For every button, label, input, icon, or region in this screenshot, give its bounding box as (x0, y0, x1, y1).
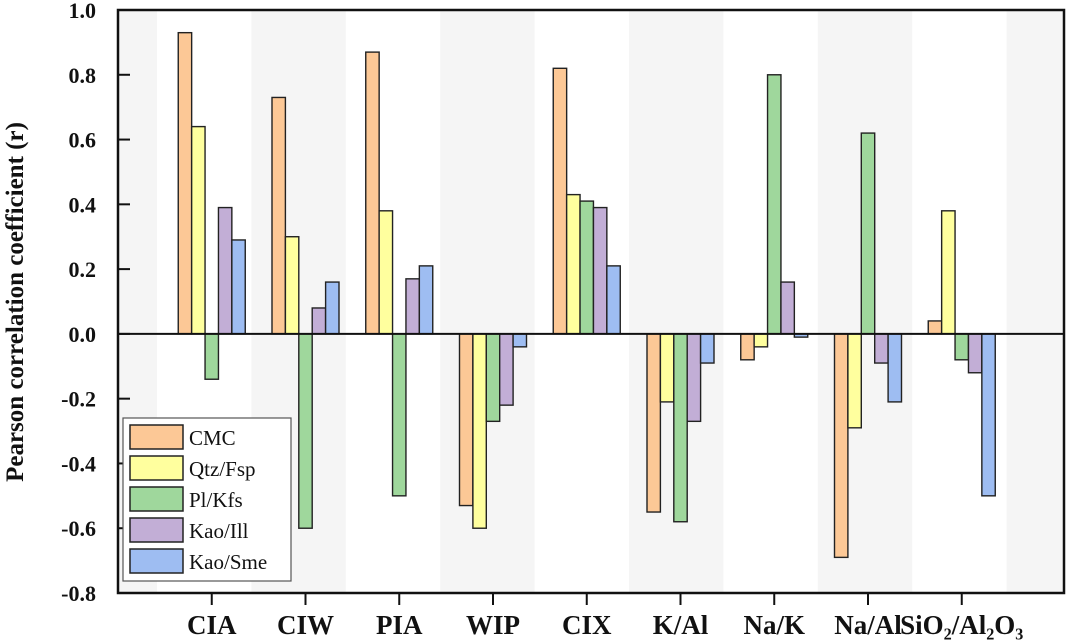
bar-qtz-fsp-cia (190, 125, 206, 335)
y-tick-label: 0.0 (69, 322, 97, 347)
y-tick-label: -0.2 (61, 387, 96, 412)
bar-pl-kfs-sio2-al2o3 (954, 333, 970, 361)
bar-qtz-fsp-cix (565, 193, 581, 335)
bar-kao-sme-wip (512, 333, 528, 348)
bar-kao-sme-na-al (887, 333, 903, 403)
bar-kao-ill-sio2-al2o3 (967, 333, 983, 374)
bar-cmc-sio2-al2o3 (927, 320, 943, 335)
bar-pl-kfs-cia (204, 333, 220, 380)
bar-pl-kfs-wip (485, 333, 501, 423)
plot-frame (116, 8, 1066, 595)
y-axis-label: Pearson correlation coefficient (r) (2, 122, 29, 482)
legend-swatch (129, 424, 184, 450)
bar-pl-kfs-ciw (298, 333, 313, 529)
bar-cmc-wip (458, 333, 474, 507)
bar-pl-kfs-pia (391, 333, 407, 497)
bar-cmc-na-k (740, 333, 755, 361)
bar-kao-sme-sio2-al2o3 (981, 333, 996, 497)
bar-kao-ill-k-al (686, 333, 702, 423)
bar-kao-sme-cia (231, 239, 246, 335)
y-tick-label: 0.2 (69, 257, 97, 282)
bar-qtz-fsp-na-k (753, 333, 769, 348)
legend-label: CMC (189, 426, 236, 450)
x-tick-label: Na/Al (834, 610, 902, 640)
bar-kao-sme-ciw (324, 281, 340, 335)
bar-cmc-na-al (833, 333, 849, 559)
bar-pl-kfs-k-al (673, 333, 688, 523)
legend-swatch (129, 548, 184, 574)
bar-pl-kfs-na-k (766, 74, 782, 335)
x-tick-label: CIX (562, 610, 612, 640)
y-tick-label: 0.4 (69, 192, 97, 217)
legend-label: Kao/Ill (189, 519, 249, 543)
bar-cmc-cia (177, 31, 193, 335)
axes: -0.8 -0.6 -0.4 -0.2 0.0 0.2 0.4 0.6 0.8 1.0 CIA CIW… (61, 0, 1066, 640)
bar-cmc-pia (365, 51, 380, 335)
bar-cmc-ciw (271, 96, 287, 335)
y-tick-label: 1.0 (69, 0, 97, 23)
bar-kao-ill-wip (499, 333, 514, 406)
bar-qtz-fsp-k-al (659, 333, 675, 403)
legend-swatch (129, 455, 184, 481)
x-tick-label: WIP (466, 610, 520, 640)
bar-qtz-fsp-sio2-al2o3 (940, 210, 956, 335)
bar-kao-ill-ciw (311, 307, 327, 335)
legend-swatch (129, 486, 184, 512)
y-tick-label: 0.8 (69, 63, 97, 88)
bar-kao-ill-na-k (780, 281, 796, 335)
background-band (440, 10, 535, 593)
legend-swatch (129, 517, 184, 543)
legend-label: Qtz/Fsp (189, 457, 256, 481)
bar-qtz-fsp-na-al (847, 333, 863, 429)
bar-kao-sme-cix (606, 265, 621, 335)
x-tick-label: Na/K (743, 610, 805, 640)
y-tick-label: 0.6 (69, 128, 97, 153)
x-tick-label: SiO₂/Al₂O₃ (900, 610, 1023, 640)
y-tick-label: -0.4 (61, 451, 96, 476)
bar-kao-ill-pia (405, 278, 421, 335)
background-band (1006, 10, 1064, 593)
y-tick-label: -0.8 (61, 581, 96, 606)
bar-kao-sme-pia (418, 265, 434, 335)
bar-kao-sme-k-al (699, 333, 715, 364)
bar-kao-ill-cix (592, 206, 608, 335)
legend-label: Kao/Sme (189, 550, 267, 574)
bars (177, 31, 996, 559)
bar-qtz-fsp-wip (472, 333, 487, 529)
legend: CMC Qtz/Fsp Pl/Kfs Kao/Ill Kao/Sme (122, 417, 292, 582)
y-tick-label: -0.6 (61, 516, 96, 541)
bar-cmc-k-al (646, 333, 662, 513)
bar-cmc-cix (552, 67, 568, 335)
x-tick-label: CIW (277, 610, 334, 640)
bar-kao-ill-cia (217, 206, 233, 335)
x-tick-label: CIA (187, 610, 237, 640)
bar-qtz-fsp-ciw (284, 236, 300, 335)
bar-qtz-fsp-pia (378, 210, 394, 335)
legend-label: Pl/Kfs (189, 488, 243, 512)
bar-kao-ill-na-al (874, 333, 889, 364)
x-tick-label: PIA (376, 610, 423, 640)
bar-pl-kfs-na-al (860, 132, 876, 335)
x-tick-label: K/Al (653, 610, 709, 640)
bar-pl-kfs-cix (579, 200, 595, 335)
